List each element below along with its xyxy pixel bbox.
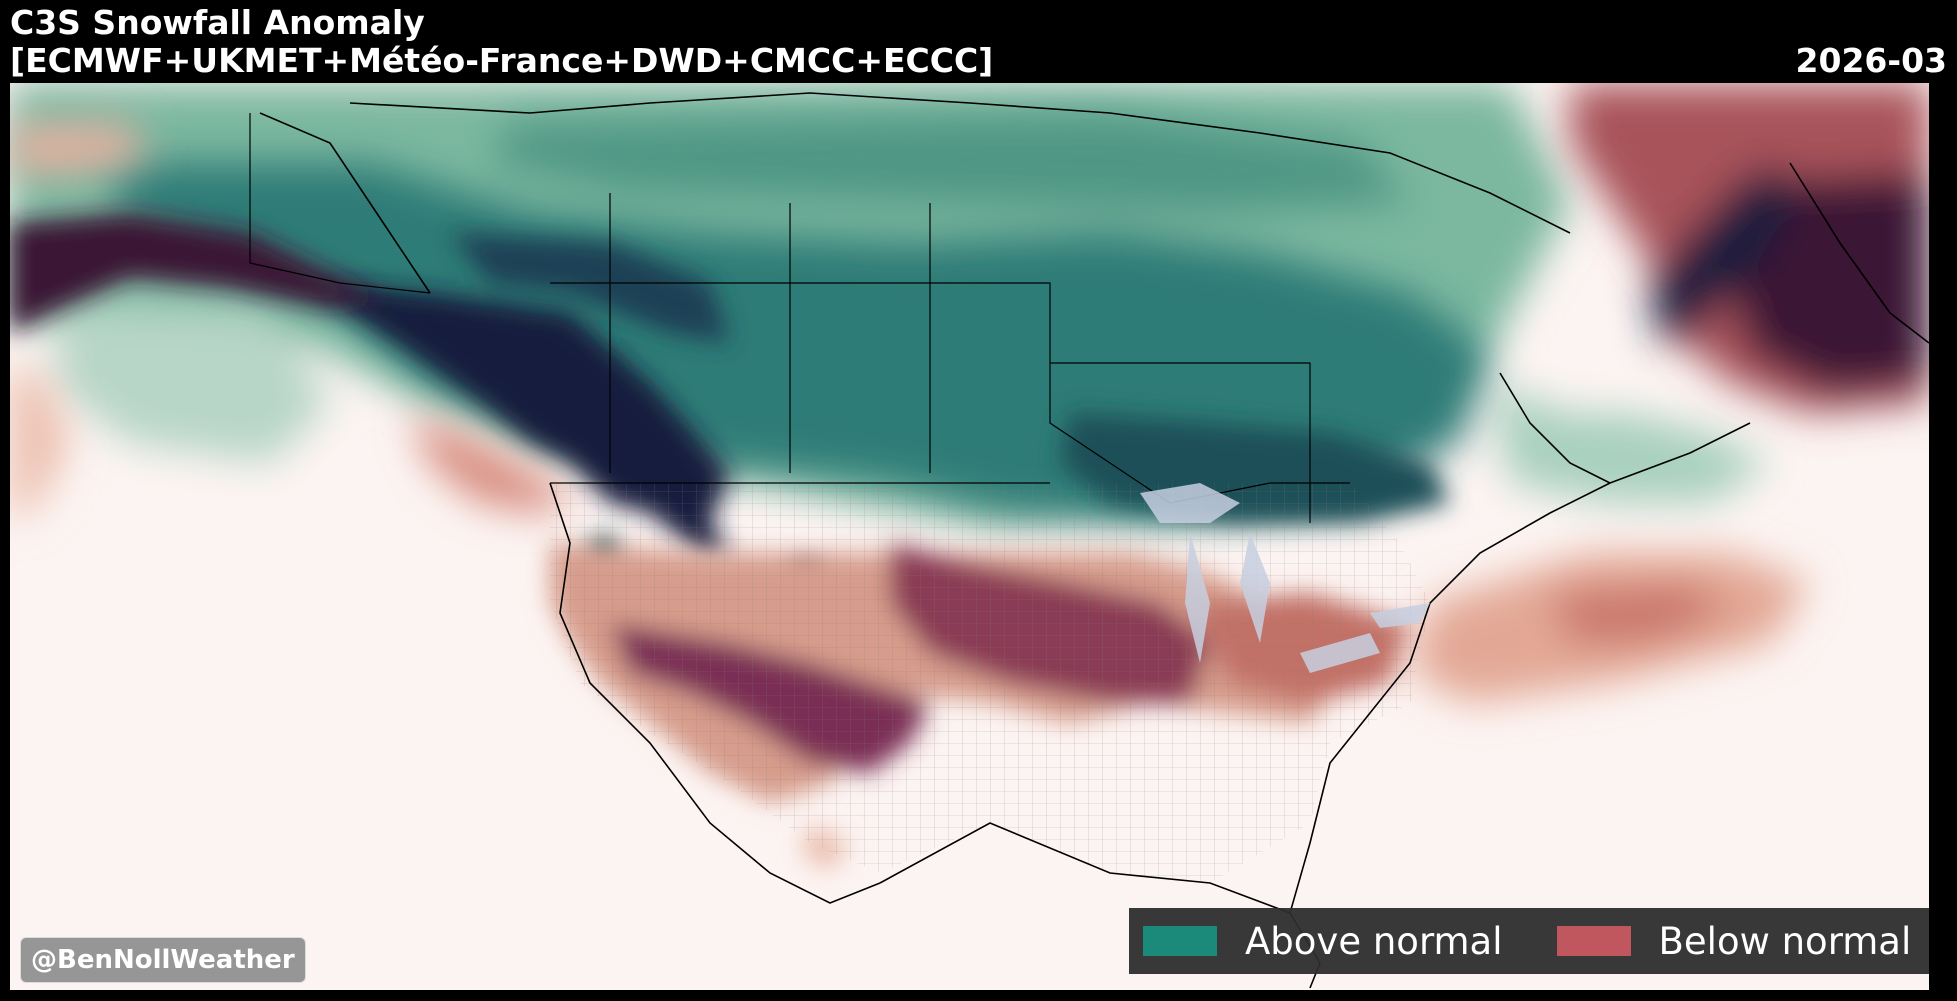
legend-swatch-below [1556, 926, 1631, 956]
alaska-below-normal-band [10, 213, 380, 333]
legend-item-below: Below normal [1543, 919, 1912, 963]
forecast-date: 2026-03 [1795, 41, 1947, 80]
legend-swatch-above [1143, 926, 1217, 956]
legend-item-above: Above normal [1129, 920, 1503, 963]
title-line-2: [ECMWF+UKMET+Météo-France+DWD+CMCC+ECCC] [10, 41, 994, 80]
map-legend: Above normal Below normal [1129, 908, 1929, 974]
chart-title: C3S Snowfall Anomaly [ECMWF+UKMET+Météo-… [10, 4, 993, 80]
title-line-1: C3S Snowfall Anomaly [10, 3, 425, 42]
atlantic-below-normal-region [1410, 83, 1929, 703]
map-canvas [10, 83, 1929, 990]
anomaly-map [10, 83, 1929, 990]
political-borders [249, 113, 1350, 523]
county-boundaries [550, 483, 1430, 883]
legend-label-below: Below normal [1658, 919, 1912, 963]
author-credit: @BenNollWeather [20, 937, 306, 983]
great-lakes [1140, 483, 1430, 673]
legend-label-above: Above normal [1245, 919, 1503, 963]
pacific-below-normal-region [10, 123, 570, 523]
coastlines [259, 92, 1929, 989]
